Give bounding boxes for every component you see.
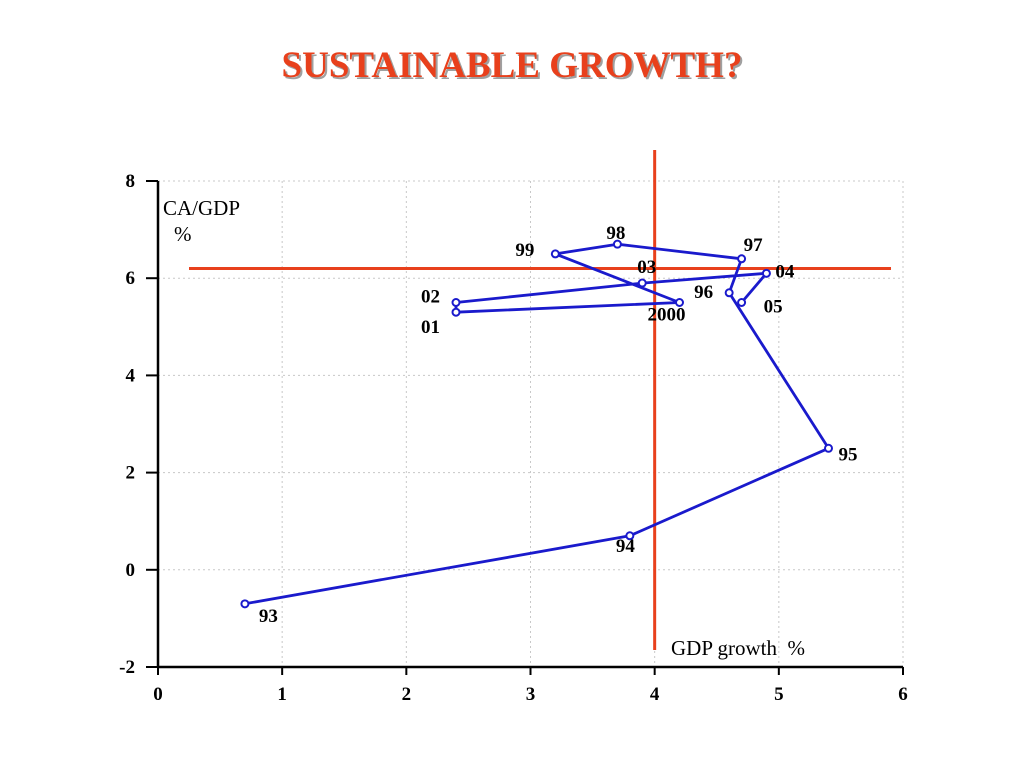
point-label: 93 [259,606,278,627]
point-label: 2000 [648,305,686,326]
data-point [637,278,647,288]
point-label: 94 [616,536,636,557]
x-tick-label: 2 [402,684,412,705]
data-point [451,298,461,307]
data-point [240,599,250,609]
data-series [240,239,833,609]
x-tick-label: 5 [774,684,784,705]
point-label: 03 [637,257,656,278]
y-tick-label: 4 [126,365,136,386]
y-axis-title: CA/GDP [163,196,240,220]
slide-title: SUSTAINABLE GROWTH? [281,45,743,86]
point-label: 04 [775,261,795,282]
point-label: 96 [694,282,713,303]
reference-lines [189,150,891,650]
data-point [724,288,734,298]
data-point [824,443,833,453]
data-point [625,531,635,541]
point-label: 99 [515,240,534,261]
point-label: 02 [421,287,440,308]
y-tick-label: 0 [126,560,136,581]
data-point [675,298,684,307]
data-point [550,249,560,259]
y-tick-label: 8 [126,171,136,192]
x-tick-label: 6 [898,684,908,705]
x-tick-label: 0 [153,684,163,705]
point-label: 01 [421,317,440,338]
data-point [612,239,622,249]
point-label: 95 [839,444,858,465]
x-tick-label: 4 [650,684,660,705]
x-tick-label: 3 [526,684,536,705]
x-axis-title: GDP growth % [671,636,805,660]
point-label: 98 [606,223,625,244]
point-label: 97 [744,235,764,256]
data-point [737,254,747,264]
axes [146,180,904,675]
data-point [451,307,461,317]
y-tick-label: 6 [126,268,136,289]
x-tick-label: 1 [277,684,287,705]
y-axis-unit: % [174,222,192,246]
y-tick-label: -2 [119,657,135,678]
point-label: 05 [764,297,783,318]
data-point [761,268,771,278]
data-point [737,298,747,307]
y-tick-label: 2 [126,463,136,484]
point-labels: 93 94 95 96 97 98 99 2000 01 02 03 04 05 [259,223,858,627]
